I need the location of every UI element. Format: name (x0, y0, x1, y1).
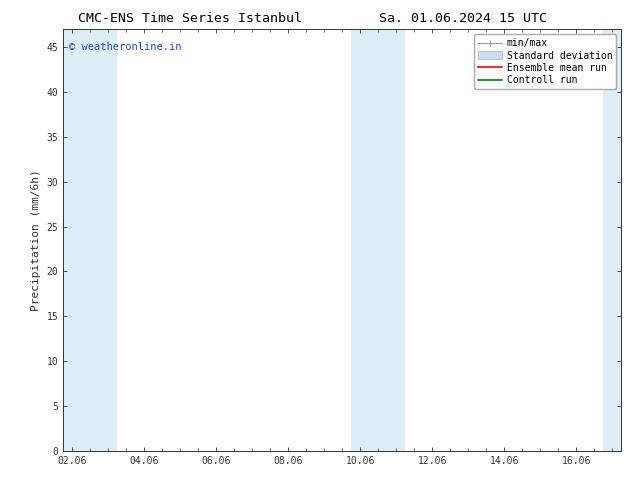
Text: Sa. 01.06.2024 15 UTC: Sa. 01.06.2024 15 UTC (379, 12, 547, 25)
Legend: min/max, Standard deviation, Ensemble mean run, Controll run: min/max, Standard deviation, Ensemble me… (474, 34, 616, 89)
Text: © weatheronline.in: © weatheronline.in (69, 42, 181, 52)
Bar (63, 29, 117, 451)
Y-axis label: Precipitation (mm/6h): Precipitation (mm/6h) (31, 169, 41, 311)
Bar (351, 29, 405, 451)
Text: CMC-ENS Time Series Istanbul: CMC-ENS Time Series Istanbul (78, 12, 302, 25)
Bar (604, 29, 621, 451)
